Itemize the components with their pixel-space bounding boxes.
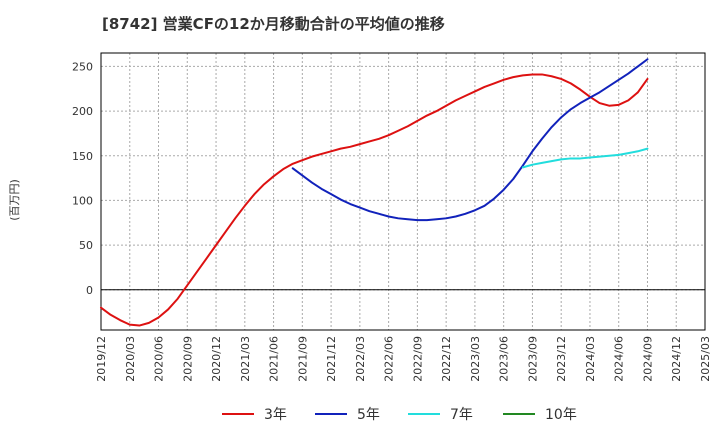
x-tick-label: 2022/03: [354, 336, 367, 382]
x-tick-label: 2019/12: [95, 336, 108, 382]
x-tick-label: 2022/09: [411, 336, 424, 382]
x-tick-label: 2024/03: [584, 336, 597, 382]
x-tick-label: 2025/03: [699, 336, 712, 382]
x-tick-label: 2023/12: [555, 336, 568, 382]
grid: [100, 53, 706, 330]
series-lines: [100, 58, 649, 327]
series-line-7年: [521, 147, 649, 169]
x-tick-label: 2023/09: [526, 336, 539, 382]
x-tick-label: 2023/06: [498, 336, 511, 382]
x-axis: 2019/12 2020/03 2020/06 2020/09 2020/12 2021/…: [95, 336, 712, 382]
x-tick-label: 2023/03: [469, 336, 482, 382]
x-tick-label: 2024/06: [613, 336, 626, 382]
y-axis-label: (百万円): [8, 179, 21, 221]
legend-label: 3年: [264, 407, 287, 423]
legend-label: 10年: [545, 407, 577, 423]
x-tick-label: 2020/06: [153, 336, 166, 382]
series-line-5年: [291, 58, 649, 222]
x-tick-label: 2024/12: [670, 336, 683, 382]
x-tick-label: 2020/09: [181, 336, 194, 382]
x-tick-label: 2021/06: [268, 336, 281, 382]
y-tick-label: 250: [72, 60, 93, 73]
x-tick-label: 2021/12: [325, 336, 338, 382]
y-tick-label: 100: [72, 194, 93, 207]
x-tick-label: 2022/06: [383, 336, 396, 382]
y-axis: 0 50 100 150 200 250: [72, 60, 93, 296]
x-tick-label: 2020/12: [210, 336, 223, 382]
series-line-3年: [100, 73, 649, 327]
plot-frame: [100, 52, 706, 331]
x-tick-label: 2020/03: [124, 336, 137, 382]
legend-label: 7年: [450, 407, 473, 423]
y-tick-label: 0: [86, 284, 93, 297]
y-tick-label: 50: [79, 239, 93, 252]
chart-title: [8742] 営業CFの12か月移動合計の平均値の推移: [102, 15, 445, 33]
y-tick-label: 200: [72, 105, 93, 118]
x-tick-label: 2022/12: [440, 336, 453, 382]
x-tick-label: 2021/03: [239, 336, 252, 382]
y-tick-label: 150: [72, 150, 93, 163]
x-tick-label: 2024/09: [641, 336, 654, 382]
legend: 3年 5年 7年 10年: [222, 407, 577, 423]
legend-label: 5年: [357, 407, 380, 423]
x-tick-label: 2021/09: [296, 336, 309, 382]
